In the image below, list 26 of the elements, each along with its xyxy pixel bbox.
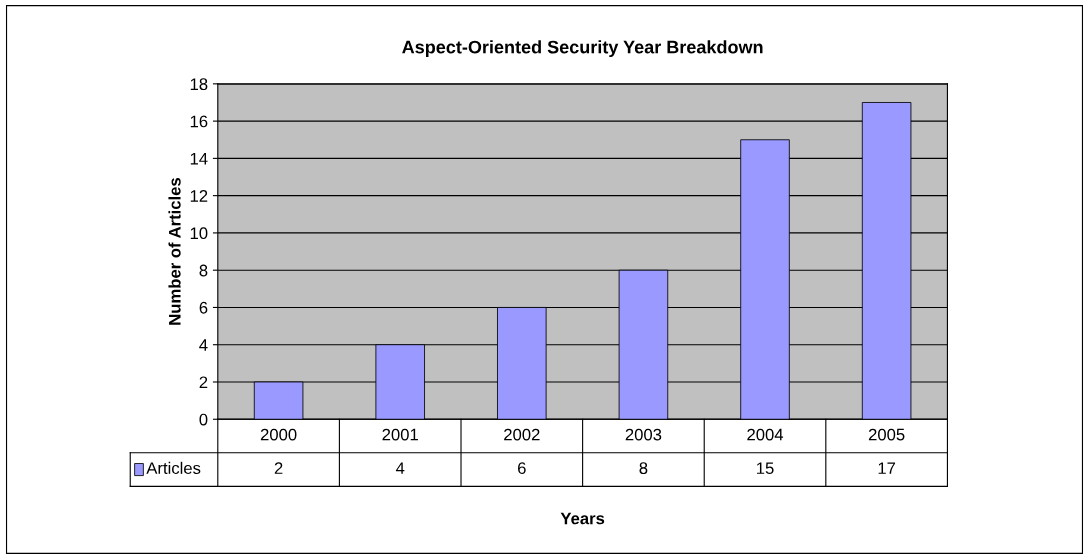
x-axis-title: Years (560, 512, 605, 525)
x-tick-label: 2001 (382, 428, 418, 441)
x-tick-label: 2004 (747, 428, 784, 441)
data-label: 17 (878, 462, 896, 474)
x-tick-label: 2003 (625, 428, 662, 441)
y-tick-label: 12 (190, 190, 208, 202)
data-label: 15 (757, 462, 774, 475)
y-tick-label: 2 (199, 376, 208, 389)
legend-label: Articles (146, 461, 201, 475)
y-tick-label: 8 (199, 264, 208, 277)
y-tick-label: 16 (190, 115, 208, 128)
y-tick-label: 18 (190, 78, 208, 91)
data-label: 8 (639, 462, 648, 475)
chart-title: Aspect-Oriented Security Year Breakdown (402, 40, 763, 58)
x-tick-label: 2005 (868, 428, 905, 441)
y-tick-label: 10 (190, 227, 208, 240)
x-tick-label: 2000 (260, 428, 297, 441)
data-label: 2 (274, 462, 283, 474)
y-tick-label: 4 (199, 339, 208, 351)
y-tick-label: 14 (190, 152, 208, 165)
y-axis-title: Number of Articles (168, 177, 181, 325)
data-label: 4 (395, 462, 405, 474)
y-tick-label: 0 (199, 413, 208, 426)
y-tick-label: 6 (199, 301, 208, 314)
data-label: 6 (518, 462, 526, 475)
x-tick-label: 2002 (504, 428, 540, 441)
